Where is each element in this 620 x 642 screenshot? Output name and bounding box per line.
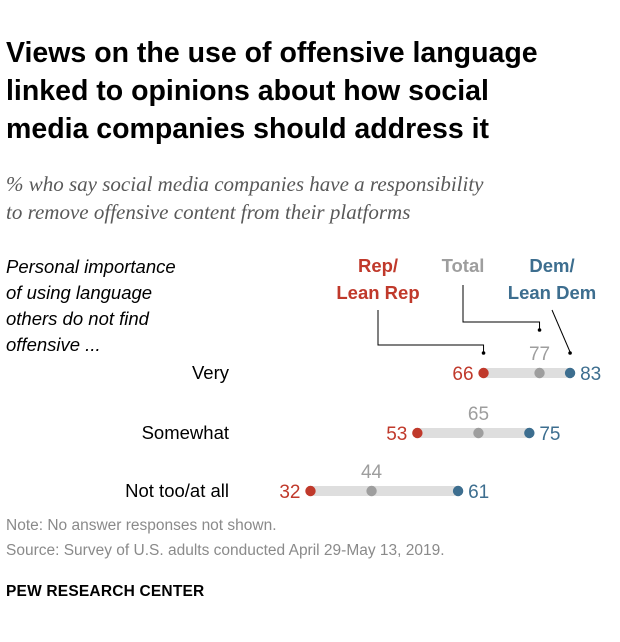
rep-dot xyxy=(478,367,489,379)
dem-value-label: 61 xyxy=(468,482,489,503)
total-dot xyxy=(534,367,545,379)
row-heading-line-3: others do not find xyxy=(6,308,149,329)
row-heading-line-2: of using language xyxy=(6,282,153,303)
title-line-1: Views on the use of offensive language xyxy=(6,37,538,69)
chart-title: Views on the use of offensive language l… xyxy=(6,34,606,148)
pew-research-center-logo: PEW RESEARCH CENTER xyxy=(6,583,205,600)
rep-value-label: 32 xyxy=(279,482,300,503)
total-dot xyxy=(473,427,484,439)
leader-line-total xyxy=(462,285,541,329)
range-bar xyxy=(483,368,571,378)
rep-dot xyxy=(412,427,423,439)
dem-value-label: 83 xyxy=(580,364,601,385)
dem-value-label: 75 xyxy=(539,424,560,445)
leader-end-dot-dem xyxy=(568,351,572,355)
legend-label-total-line-1: Total xyxy=(442,255,485,276)
chart-subtitle: % who say social media companies have a … xyxy=(6,170,606,226)
total-dot xyxy=(366,485,377,497)
legend-label-rep-line-1: Rep/ xyxy=(358,255,398,276)
footnote: Note: No answer responses not shown. xyxy=(6,517,277,534)
legend-label-dem-line-2: Lean Dem xyxy=(508,282,596,303)
category-label: Very xyxy=(192,362,230,383)
title-line-3: media companies should address it xyxy=(6,113,490,145)
leader-line-dem xyxy=(551,309,571,353)
legend-label-dem-line-1: Dem/ xyxy=(529,255,574,276)
row-heading-line-4: offensive ... xyxy=(6,334,101,355)
leader-end-dot-rep xyxy=(481,351,486,355)
rep-value-label: 53 xyxy=(386,424,407,445)
row-heading: Personal importance of using language ot… xyxy=(6,254,226,358)
row-heading-line-1: Personal importance xyxy=(6,256,176,277)
range-bar xyxy=(310,486,459,496)
subtitle-line-1: % who say social media companies have a … xyxy=(6,172,484,196)
category-label: Somewhat xyxy=(142,422,229,443)
dem-dot xyxy=(524,427,535,439)
source-note: Source: Survey of U.S. adults conducted … xyxy=(6,542,445,559)
subtitle-line-2: to remove offensive content from their p… xyxy=(6,200,411,224)
total-value-label: 44 xyxy=(361,462,383,483)
dem-dot xyxy=(452,485,464,497)
leader-line-rep xyxy=(377,310,485,352)
leader-end-dot-total xyxy=(537,328,542,332)
rep-dot xyxy=(305,485,316,497)
total-value-label: 65 xyxy=(468,404,489,425)
legend-label-rep-line-2: Lean Rep xyxy=(336,282,419,303)
title-line-2: linked to opinions about how social xyxy=(6,75,489,107)
rep-value-label: 66 xyxy=(452,364,473,385)
category-label: Not too/at all xyxy=(125,480,229,501)
dem-dot xyxy=(564,367,576,379)
total-value-label: 77 xyxy=(529,344,550,365)
